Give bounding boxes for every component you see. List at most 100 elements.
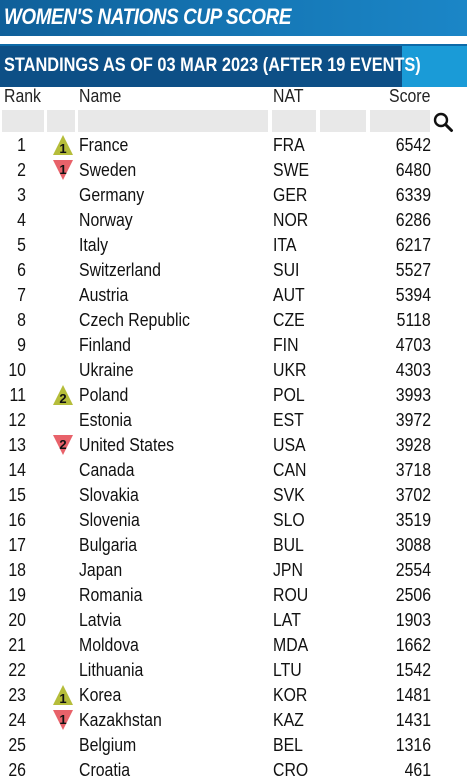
rank-down-icon: 1 (52, 709, 74, 731)
table-row[interactable]: 21 Moldova MDA 1662 (0, 633, 467, 658)
table-row[interactable]: 2 1 Sweden SWE 6480 (0, 158, 467, 183)
table-row[interactable]: 17 Bulgaria BUL 3088 (0, 533, 467, 558)
table-row[interactable]: 11 2 Poland POL 3993 (0, 383, 467, 408)
score-cell: 1431 (395, 710, 431, 730)
extra-filter-input[interactable] (320, 110, 366, 132)
rank-cell: 11 (9, 385, 26, 405)
rank-cell: 13 (8, 435, 26, 455)
nat-code: MDA (273, 635, 309, 655)
score-cell: 3993 (395, 385, 431, 405)
nat-code: LTU (273, 660, 302, 680)
table-row[interactable]: 6 Switzerland SUI 5527 (0, 258, 467, 283)
table-row[interactable]: 18 Japan JPN 2554 (0, 558, 467, 583)
search-icon[interactable] (432, 111, 454, 133)
country-name: Moldova (79, 635, 139, 655)
country-name: Bulgaria (79, 535, 138, 555)
change-filter-input[interactable] (47, 110, 75, 132)
table-row[interactable]: 3 Germany GER 6339 (0, 183, 467, 208)
country-name: Lithuania (79, 660, 144, 680)
nat-code: POL (273, 385, 305, 405)
nat-code: SLO (273, 510, 305, 530)
rank-cell: 1 (17, 135, 26, 155)
nat-code: FIN (273, 335, 299, 355)
rank-cell: 8 (17, 310, 26, 330)
rank-cell: 4 (17, 210, 26, 230)
standings-table: 1 1 France FRA 6542 2 1 Sweden SWE 6480 3 Germany GE… (0, 133, 467, 783)
rank-cell: 12 (8, 410, 26, 430)
rank-cell: 20 (8, 610, 26, 630)
score-cell: 5527 (395, 260, 431, 280)
score-cell: 6286 (395, 210, 431, 230)
country-name: United States (79, 435, 175, 455)
nat-code: GER (273, 185, 308, 205)
nat-code: CRO (273, 760, 309, 780)
rank-cell: 7 (17, 285, 26, 305)
rank-filter-input[interactable] (2, 110, 44, 132)
table-row[interactable]: 23 1 Korea KOR 1481 (0, 683, 467, 708)
rank-cell: 10 (8, 360, 26, 380)
rank-cell: 23 (8, 685, 26, 705)
rank-down-icon: 1 (52, 159, 74, 181)
rank-cell: 19 (8, 585, 26, 605)
country-name: Czech Republic (79, 310, 190, 330)
rank-cell: 16 (8, 510, 26, 530)
nat-filter-input[interactable] (272, 110, 316, 132)
score-cell: 3088 (395, 535, 431, 555)
country-name: Germany (79, 185, 145, 205)
nat-code: EST (273, 410, 304, 430)
nat-code: JPN (273, 560, 303, 580)
nat-code: AUT (273, 285, 305, 305)
score-cell: 3702 (395, 485, 431, 505)
table-row[interactable]: 10 Ukraine UKR 4303 (0, 358, 467, 383)
score-cell: 4703 (395, 335, 431, 355)
table-row[interactable]: 13 2 United States USA 3928 (0, 433, 467, 458)
rank-cell: 6 (17, 260, 26, 280)
nat-code: CZE (273, 310, 305, 330)
rank-change-value: 2 (59, 437, 66, 452)
score-cell: 3519 (395, 510, 431, 530)
column-header-rank[interactable]: Rank (4, 86, 41, 106)
table-row[interactable]: 7 Austria AUT 5394 (0, 283, 467, 308)
rank-change-value: 2 (59, 391, 66, 406)
table-row[interactable]: 9 Finland FIN 4703 (0, 333, 467, 358)
rank-cell: 3 (17, 185, 26, 205)
page-title: WOMEN'S NATIONS CUP SCORE (4, 4, 292, 29)
score-cell: 461 (404, 760, 431, 780)
rank-change-value: 1 (59, 712, 66, 727)
name-filter-input[interactable] (78, 110, 268, 132)
column-header-nat[interactable]: NAT (273, 86, 304, 106)
table-row[interactable]: 25 Belgium BEL 1316 (0, 733, 467, 758)
country-name: Austria (79, 285, 129, 305)
country-name: Japan (79, 560, 123, 580)
rank-change-value: 1 (59, 141, 66, 156)
nat-code: SUI (273, 260, 300, 280)
score-cell: 1903 (395, 610, 431, 630)
table-row[interactable]: 5 Italy ITA 6217 (0, 233, 467, 258)
table-row[interactable]: 15 Slovakia SVK 3702 (0, 483, 467, 508)
rank-cell: 22 (8, 660, 26, 680)
rank-cell: 24 (8, 710, 26, 730)
nat-code: CAN (273, 460, 307, 480)
table-row[interactable]: 19 Romania ROU 2506 (0, 583, 467, 608)
table-row[interactable]: 4 Norway NOR 6286 (0, 208, 467, 233)
table-row[interactable]: 1 1 France FRA 6542 (0, 133, 467, 158)
rank-up-icon: 2 (52, 384, 74, 406)
table-row[interactable]: 16 Slovenia SLO 3519 (0, 508, 467, 533)
country-name: Korea (79, 685, 122, 705)
country-name: Switzerland (79, 260, 161, 280)
score-filter-input[interactable] (370, 110, 430, 132)
table-row[interactable]: 14 Canada CAN 3718 (0, 458, 467, 483)
rank-down-icon: 2 (52, 434, 74, 456)
table-row[interactable]: 8 Czech Republic CZE 5118 (0, 308, 467, 333)
column-header-name[interactable]: Name (79, 86, 122, 106)
table-row[interactable]: 22 Lithuania LTU 1542 (0, 658, 467, 683)
rank-cell: 14 (8, 460, 26, 480)
nat-code: ITA (273, 235, 297, 255)
table-row[interactable]: 20 Latvia LAT 1903 (0, 608, 467, 633)
table-row[interactable]: 12 Estonia EST 3972 (0, 408, 467, 433)
country-name: Canada (79, 460, 135, 480)
table-row[interactable]: 24 1 Kazakhstan KAZ 1431 (0, 708, 467, 733)
column-header-score[interactable]: Score (389, 86, 431, 106)
score-cell: 1542 (395, 660, 431, 680)
table-row[interactable]: 26 Croatia CRO 461 (0, 758, 467, 783)
